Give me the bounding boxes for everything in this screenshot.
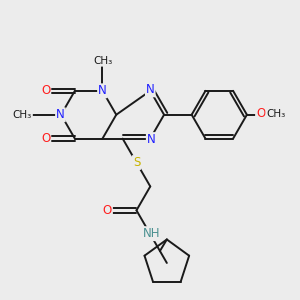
Text: O: O	[41, 84, 50, 97]
Text: O: O	[41, 132, 50, 145]
Text: NH: NH	[143, 227, 161, 240]
Text: S: S	[133, 156, 140, 169]
Text: N: N	[98, 84, 107, 97]
Text: N: N	[147, 133, 156, 146]
Text: N: N	[56, 108, 65, 121]
Text: N: N	[146, 83, 154, 96]
Text: CH₃: CH₃	[266, 109, 286, 119]
Text: CH₃: CH₃	[93, 56, 113, 66]
Text: CH₃: CH₃	[13, 110, 32, 120]
Text: O: O	[256, 107, 265, 120]
Text: O: O	[103, 204, 112, 217]
